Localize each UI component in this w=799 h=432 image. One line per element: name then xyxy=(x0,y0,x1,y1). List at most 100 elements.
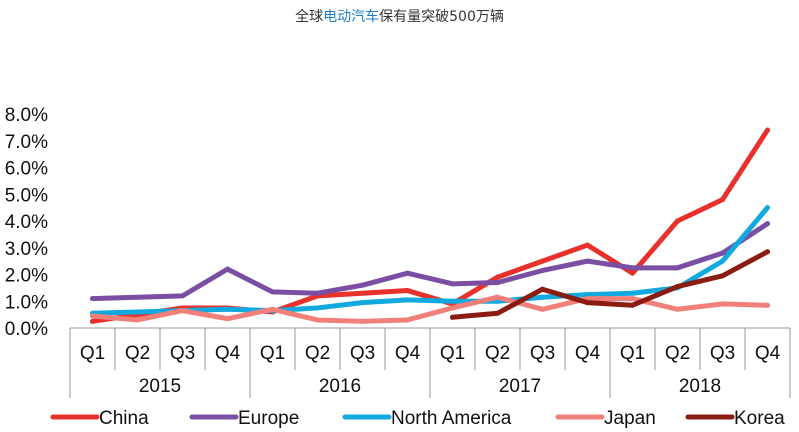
data-point-japan xyxy=(90,313,95,319)
data-point-china xyxy=(675,218,680,224)
data-point-china xyxy=(765,127,770,133)
data-point-europe xyxy=(270,289,275,295)
data-point-north-america xyxy=(540,294,545,300)
data-point-europe xyxy=(135,294,140,300)
data-point-japan xyxy=(450,305,455,311)
x-tick-year: 2016 xyxy=(319,376,361,397)
data-point-japan xyxy=(540,306,545,312)
legend-label-korea: Korea xyxy=(734,408,785,429)
data-point-north-america xyxy=(360,300,365,306)
y-tick-label: 6.0% xyxy=(5,159,48,180)
x-tick-year: 2017 xyxy=(499,376,541,397)
data-point-north-america xyxy=(405,297,410,303)
data-point-japan xyxy=(630,296,635,302)
data-point-china xyxy=(540,258,545,264)
data-point-japan xyxy=(225,316,230,322)
data-point-japan xyxy=(765,302,770,308)
data-point-europe xyxy=(450,281,455,287)
y-tick-label: 2.0% xyxy=(5,266,48,287)
series-line-north-america xyxy=(90,205,770,316)
series-line-japan xyxy=(90,294,770,324)
legend-label-china: China xyxy=(99,408,149,429)
x-tick-quarter: Q4 xyxy=(395,343,421,364)
data-point-europe xyxy=(315,290,320,296)
y-tick-label: 8.0% xyxy=(5,105,48,126)
x-tick-quarter: Q3 xyxy=(170,343,195,364)
legend-label-north-america: North America xyxy=(391,408,512,429)
data-point-north-america xyxy=(765,205,770,211)
x-tick-quarter: Q1 xyxy=(620,343,645,364)
data-point-japan xyxy=(315,317,320,323)
data-point-north-america xyxy=(630,290,635,296)
data-point-japan xyxy=(675,306,680,312)
y-tick-label: 1.0% xyxy=(5,292,48,313)
data-point-japan xyxy=(495,294,500,300)
data-point-china xyxy=(585,242,590,248)
data-point-europe xyxy=(90,296,95,302)
data-point-europe xyxy=(765,221,770,227)
data-point-korea xyxy=(765,249,770,255)
x-tick-quarter: Q4 xyxy=(755,343,781,364)
x-tick-quarter: Q4 xyxy=(575,343,601,364)
data-point-europe xyxy=(360,282,365,288)
data-point-china xyxy=(405,288,410,294)
data-point-china xyxy=(360,290,365,296)
chart-title: 全球电动汽车保有量突破500万辆 xyxy=(295,9,504,25)
x-tick-quarter: Q4 xyxy=(215,343,241,364)
y-tick-label: 4.0% xyxy=(5,212,48,233)
x-tick-quarter: Q2 xyxy=(305,343,330,364)
y-tick-label: 5.0% xyxy=(5,185,48,206)
data-point-north-america xyxy=(720,258,725,264)
y-tick-label: 0.0% xyxy=(5,319,48,340)
data-point-japan xyxy=(405,317,410,323)
data-point-korea xyxy=(675,284,680,290)
data-point-japan xyxy=(135,317,140,323)
data-point-korea xyxy=(585,300,590,306)
x-tick-year: 2018 xyxy=(679,376,721,397)
data-point-europe xyxy=(405,270,410,276)
data-point-north-america xyxy=(135,309,140,315)
data-point-korea xyxy=(720,273,725,279)
data-point-north-america xyxy=(225,306,230,312)
y-tick-label: 3.0% xyxy=(5,239,48,260)
y-tick-label: 7.0% xyxy=(5,132,48,153)
legend-label-europe: Europe xyxy=(238,408,299,429)
data-point-japan xyxy=(180,308,185,314)
data-point-korea xyxy=(450,314,455,320)
data-point-china xyxy=(630,270,635,276)
x-tick-quarter: Q2 xyxy=(665,343,690,364)
data-point-japan xyxy=(270,306,275,312)
data-point-china xyxy=(495,274,500,280)
data-point-korea xyxy=(540,286,545,292)
x-tick-quarter: Q1 xyxy=(260,343,285,364)
x-tick-quarter: Q3 xyxy=(710,343,735,364)
series-line-korea xyxy=(450,249,770,320)
data-point-china xyxy=(720,197,725,203)
data-point-europe xyxy=(225,266,230,272)
data-point-europe xyxy=(675,265,680,271)
x-tick-year: 2015 xyxy=(139,376,181,397)
data-point-china xyxy=(90,318,95,324)
data-point-japan xyxy=(720,301,725,307)
data-point-europe xyxy=(180,293,185,299)
legend: China Europe North America Japan Korea xyxy=(50,408,785,429)
data-point-north-america xyxy=(315,305,320,311)
data-point-korea xyxy=(495,310,500,316)
data-point-europe xyxy=(540,267,545,273)
y-axis: 0.0% 1.0% 2.0% 3.0% 4.0% 5.0% 6.0% 7.0% 8.0% xyxy=(5,105,48,340)
x-tick-quarter: Q1 xyxy=(440,343,465,364)
legend-label-japan: Japan xyxy=(604,408,656,429)
data-point-europe xyxy=(720,250,725,256)
x-tick-quarter: Q3 xyxy=(350,343,375,364)
x-tick-quarter: Q3 xyxy=(530,343,555,364)
data-point-japan xyxy=(360,318,365,324)
data-point-north-america xyxy=(585,292,590,298)
x-axis: Q1 Q2 Q3 Q4 Q1 Q2 Q3 Q4 Q1 Q2 Q3 Q4 Q1 Q2 Q3 Q4 2015 2016… xyxy=(69,327,791,398)
x-tick-quarter: Q2 xyxy=(485,343,510,364)
data-point-korea xyxy=(630,302,635,308)
x-tick-quarter: Q2 xyxy=(125,343,150,364)
data-point-europe xyxy=(630,265,635,271)
data-point-europe xyxy=(495,280,500,286)
x-tick-quarter: Q1 xyxy=(80,343,105,364)
